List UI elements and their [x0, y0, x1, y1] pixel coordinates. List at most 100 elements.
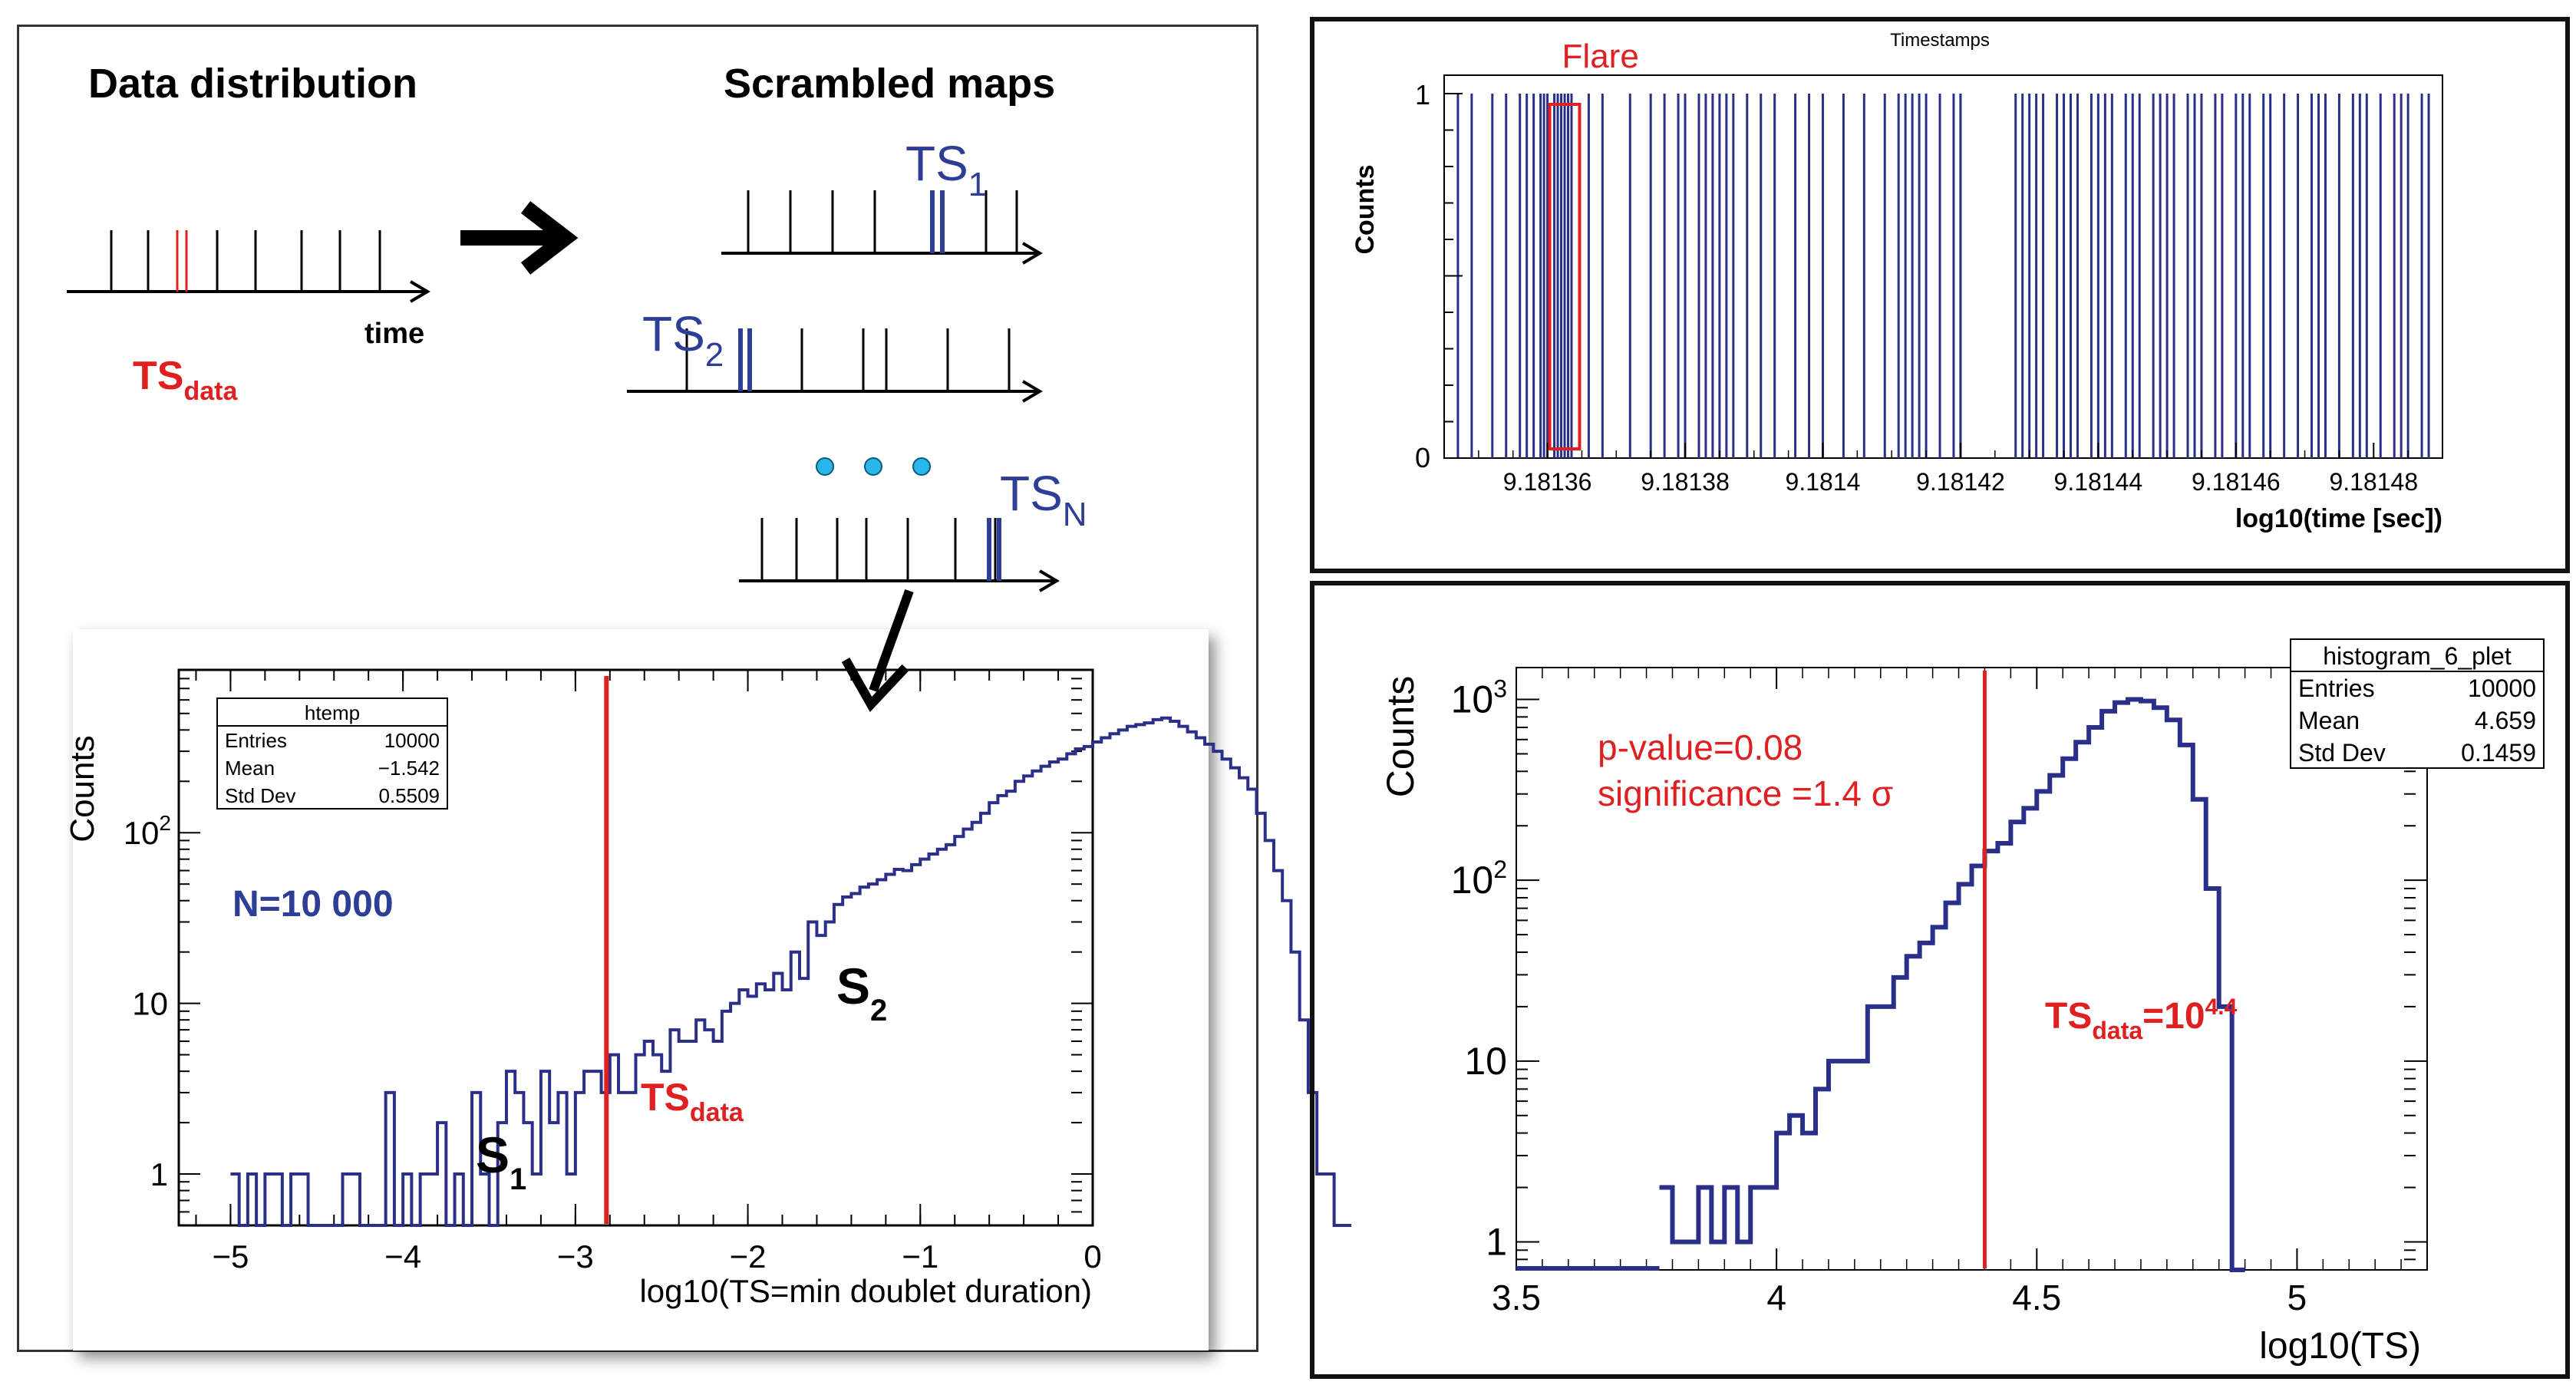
y-tick-exp: 2 — [1493, 856, 1507, 883]
stats-row-label: Std Dev — [225, 784, 296, 807]
x-tick-label: −2 — [730, 1238, 767, 1275]
scrambled-timelines — [627, 190, 1060, 592]
x-tick-label: 5 — [2287, 1278, 2307, 1317]
stats-row-value: 10000 — [384, 729, 440, 752]
y-tick-label: 10 — [1464, 1040, 1507, 1083]
scrambled-arrowhead — [1021, 380, 1043, 403]
y-tick-label: 103 — [1451, 674, 1507, 721]
x-tick-label: 9.18148 — [2329, 468, 2418, 496]
flare-box — [1548, 103, 1582, 450]
y-tick-label: 102 — [124, 811, 171, 851]
timestamps-panel — [1310, 17, 2570, 573]
scrambled-arrowhead — [1021, 242, 1043, 265]
ellipsis-dots-icon — [816, 457, 931, 476]
x-tick-label: −1 — [902, 1238, 938, 1275]
stats-row-value: 0.1459 — [2461, 739, 2536, 767]
y-tick-label: 102 — [1451, 856, 1507, 902]
ts-data-annotation: TSdata — [641, 1076, 744, 1127]
pointer-arrow-icon — [841, 589, 914, 713]
x-tick-label: −3 — [557, 1238, 594, 1275]
stats-box-title: htemp — [305, 701, 360, 724]
y-tick-exp: 3 — [1493, 674, 1507, 702]
y-tick-label: 1 — [150, 1156, 168, 1192]
schematic-svg: Data distribution Scrambled maps time TS… — [67, 61, 1087, 592]
stats-row-label: Mean — [225, 757, 275, 780]
stats-box-frame — [2290, 638, 2545, 769]
tsn-sub: N — [1063, 496, 1087, 533]
x-tick-label: 4.5 — [2012, 1278, 2061, 1317]
x-tick-label: 3.5 — [1492, 1278, 1541, 1317]
ts-data-label: TSdata — [133, 354, 238, 406]
significance-annotation: significance =1.4 σ — [1598, 773, 1893, 813]
y-tick-label: 0 — [1415, 442, 1430, 473]
x-tick-label: 9.18146 — [2192, 468, 2281, 496]
stats-row-value: 10000 — [2468, 674, 2536, 702]
ts-data-annotation: TSdata=104.4 — [2045, 994, 2238, 1044]
scrambled-arrowhead — [1038, 569, 1060, 592]
s2-main: S — [836, 958, 870, 1014]
ts1-label: TS1 — [905, 136, 987, 203]
ts-distribution-panel — [1310, 581, 2570, 1379]
x-tick-label: 9.18144 — [2054, 468, 2143, 496]
x-tick-label: 9.18138 — [1641, 468, 1730, 496]
ts2-main: TS — [642, 306, 705, 361]
y-tick-label: 1 — [1486, 1220, 1507, 1263]
histogram-series — [230, 716, 1352, 1227]
timeline-arrowhead — [409, 280, 430, 303]
plot-frame — [177, 668, 1094, 1227]
stats-box-title: histogram_6_plet — [2323, 642, 2512, 670]
x-tick-label: 9.18142 — [1916, 468, 2005, 496]
ts-sub: data — [690, 1098, 744, 1127]
y-tick-base: 1 — [150, 1156, 168, 1192]
stats-row-label: Entries — [225, 729, 287, 752]
x-axis-label: log10(TS=min doublet duration) — [639, 1273, 1092, 1309]
y-tick-label: 1 — [1415, 79, 1430, 110]
x-axis-label: log10(TS) — [2259, 1326, 2421, 1367]
histogram-series — [1659, 697, 2245, 1272]
ts2-label: TS2 — [642, 306, 724, 374]
y-tick-base: 10 — [1451, 859, 1494, 902]
ts-sub: data — [2092, 1017, 2142, 1044]
y-axis-label: Counts — [64, 735, 101, 842]
flare-label: Flare — [1562, 38, 1639, 75]
stats-row-label: Entries — [2298, 674, 2375, 702]
y-tick-exp: 2 — [159, 811, 171, 835]
ts1-main: TS — [905, 136, 968, 191]
ts2-sub: 2 — [705, 336, 724, 374]
stats-row-value: −1.542 — [378, 757, 440, 780]
stats-box: histogram_6_plet Entries 10000 Mean 4.659 Std… — [2290, 638, 2545, 769]
stats-row-label: Std Dev — [2298, 739, 2386, 767]
s2-sub: 2 — [870, 994, 887, 1027]
x-tick-label: −4 — [384, 1238, 421, 1275]
x-tick-label: 4 — [1766, 1278, 1786, 1317]
x-tick-label: 0 — [1084, 1238, 1101, 1275]
chart-title: Timestamps — [1890, 30, 1990, 51]
ts-eq: =10 — [2142, 996, 2205, 1037]
ts1-sub: 1 — [968, 166, 987, 203]
s2-annotation: S2 — [836, 958, 887, 1027]
stats-row-value: 4.659 — [2475, 707, 2536, 734]
stats-row-value: 0.5509 — [378, 784, 440, 807]
data-timeline — [67, 230, 430, 303]
ts-exp: 4.4 — [2205, 994, 2238, 1020]
ts-data-main: TS — [133, 354, 183, 398]
x-axis-label: log10(time [sec]) — [2235, 504, 2442, 533]
y-tick-base: 10 — [1451, 678, 1494, 721]
y-tick-label: 10 — [132, 986, 168, 1022]
left-panel: Data distribution Scrambled maps time TS… — [17, 25, 1258, 1352]
x-tick-label: 9.18136 — [1503, 468, 1592, 496]
s1-main: S — [476, 1126, 510, 1183]
stats-box: htemp Entries 10000 Mean −1.542 Std Dev 0.5509 — [216, 697, 448, 810]
y-tick-base: 10 — [124, 815, 160, 851]
y-tick-base: 10 — [1464, 1040, 1507, 1083]
x-tick-label: 9.1814 — [1786, 468, 1861, 496]
ts-main: TS — [641, 1076, 690, 1119]
y-tick-base: 1 — [1486, 1220, 1507, 1263]
y-tick-base: 10 — [132, 986, 168, 1022]
tsn-main: TS — [1000, 466, 1063, 521]
n-annotation: N=10 000 — [233, 884, 394, 925]
stats-row-label: Mean — [2298, 707, 2360, 734]
